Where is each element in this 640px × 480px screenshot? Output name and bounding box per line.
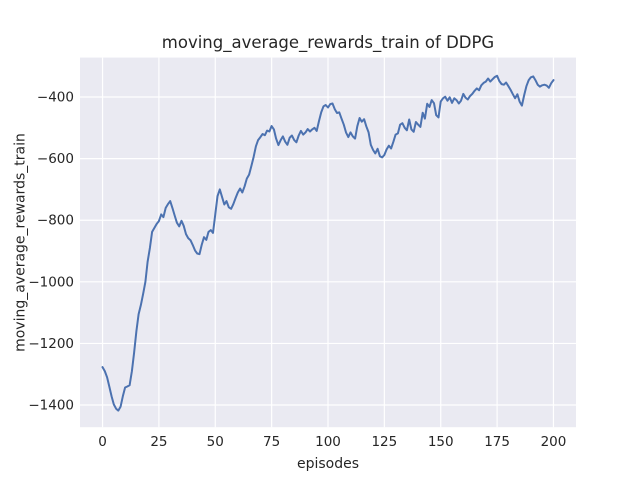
y-tick-label: −1400 — [28, 398, 74, 414]
data-series-line — [101, 74, 555, 412]
x-axis-label: episodes — [296, 456, 360, 472]
y-axis-label: moving_average_rewards_train — [12, 133, 29, 352]
y-tick-label: −1200 — [28, 336, 74, 352]
y-tick-label: −400 — [37, 90, 74, 106]
x-tick-label: 175 — [484, 434, 510, 450]
x-tick-label: 150 — [428, 434, 454, 450]
chart-title: moving_average_rewards_train of DDPG — [161, 33, 495, 52]
x-tick-label: 100 — [315, 434, 341, 450]
x-tick-label: 50 — [207, 434, 224, 450]
x-tick-label: 125 — [371, 434, 397, 450]
y-tick-label: −800 — [37, 213, 74, 229]
x-tick-label: 75 — [263, 434, 280, 450]
x-tick-label: 0 — [98, 434, 107, 450]
x-tick-label: 200 — [541, 434, 567, 450]
y-tick-label: −1000 — [28, 274, 74, 290]
y-tick-label: −600 — [37, 151, 74, 167]
x-tick-label: 25 — [150, 434, 167, 450]
